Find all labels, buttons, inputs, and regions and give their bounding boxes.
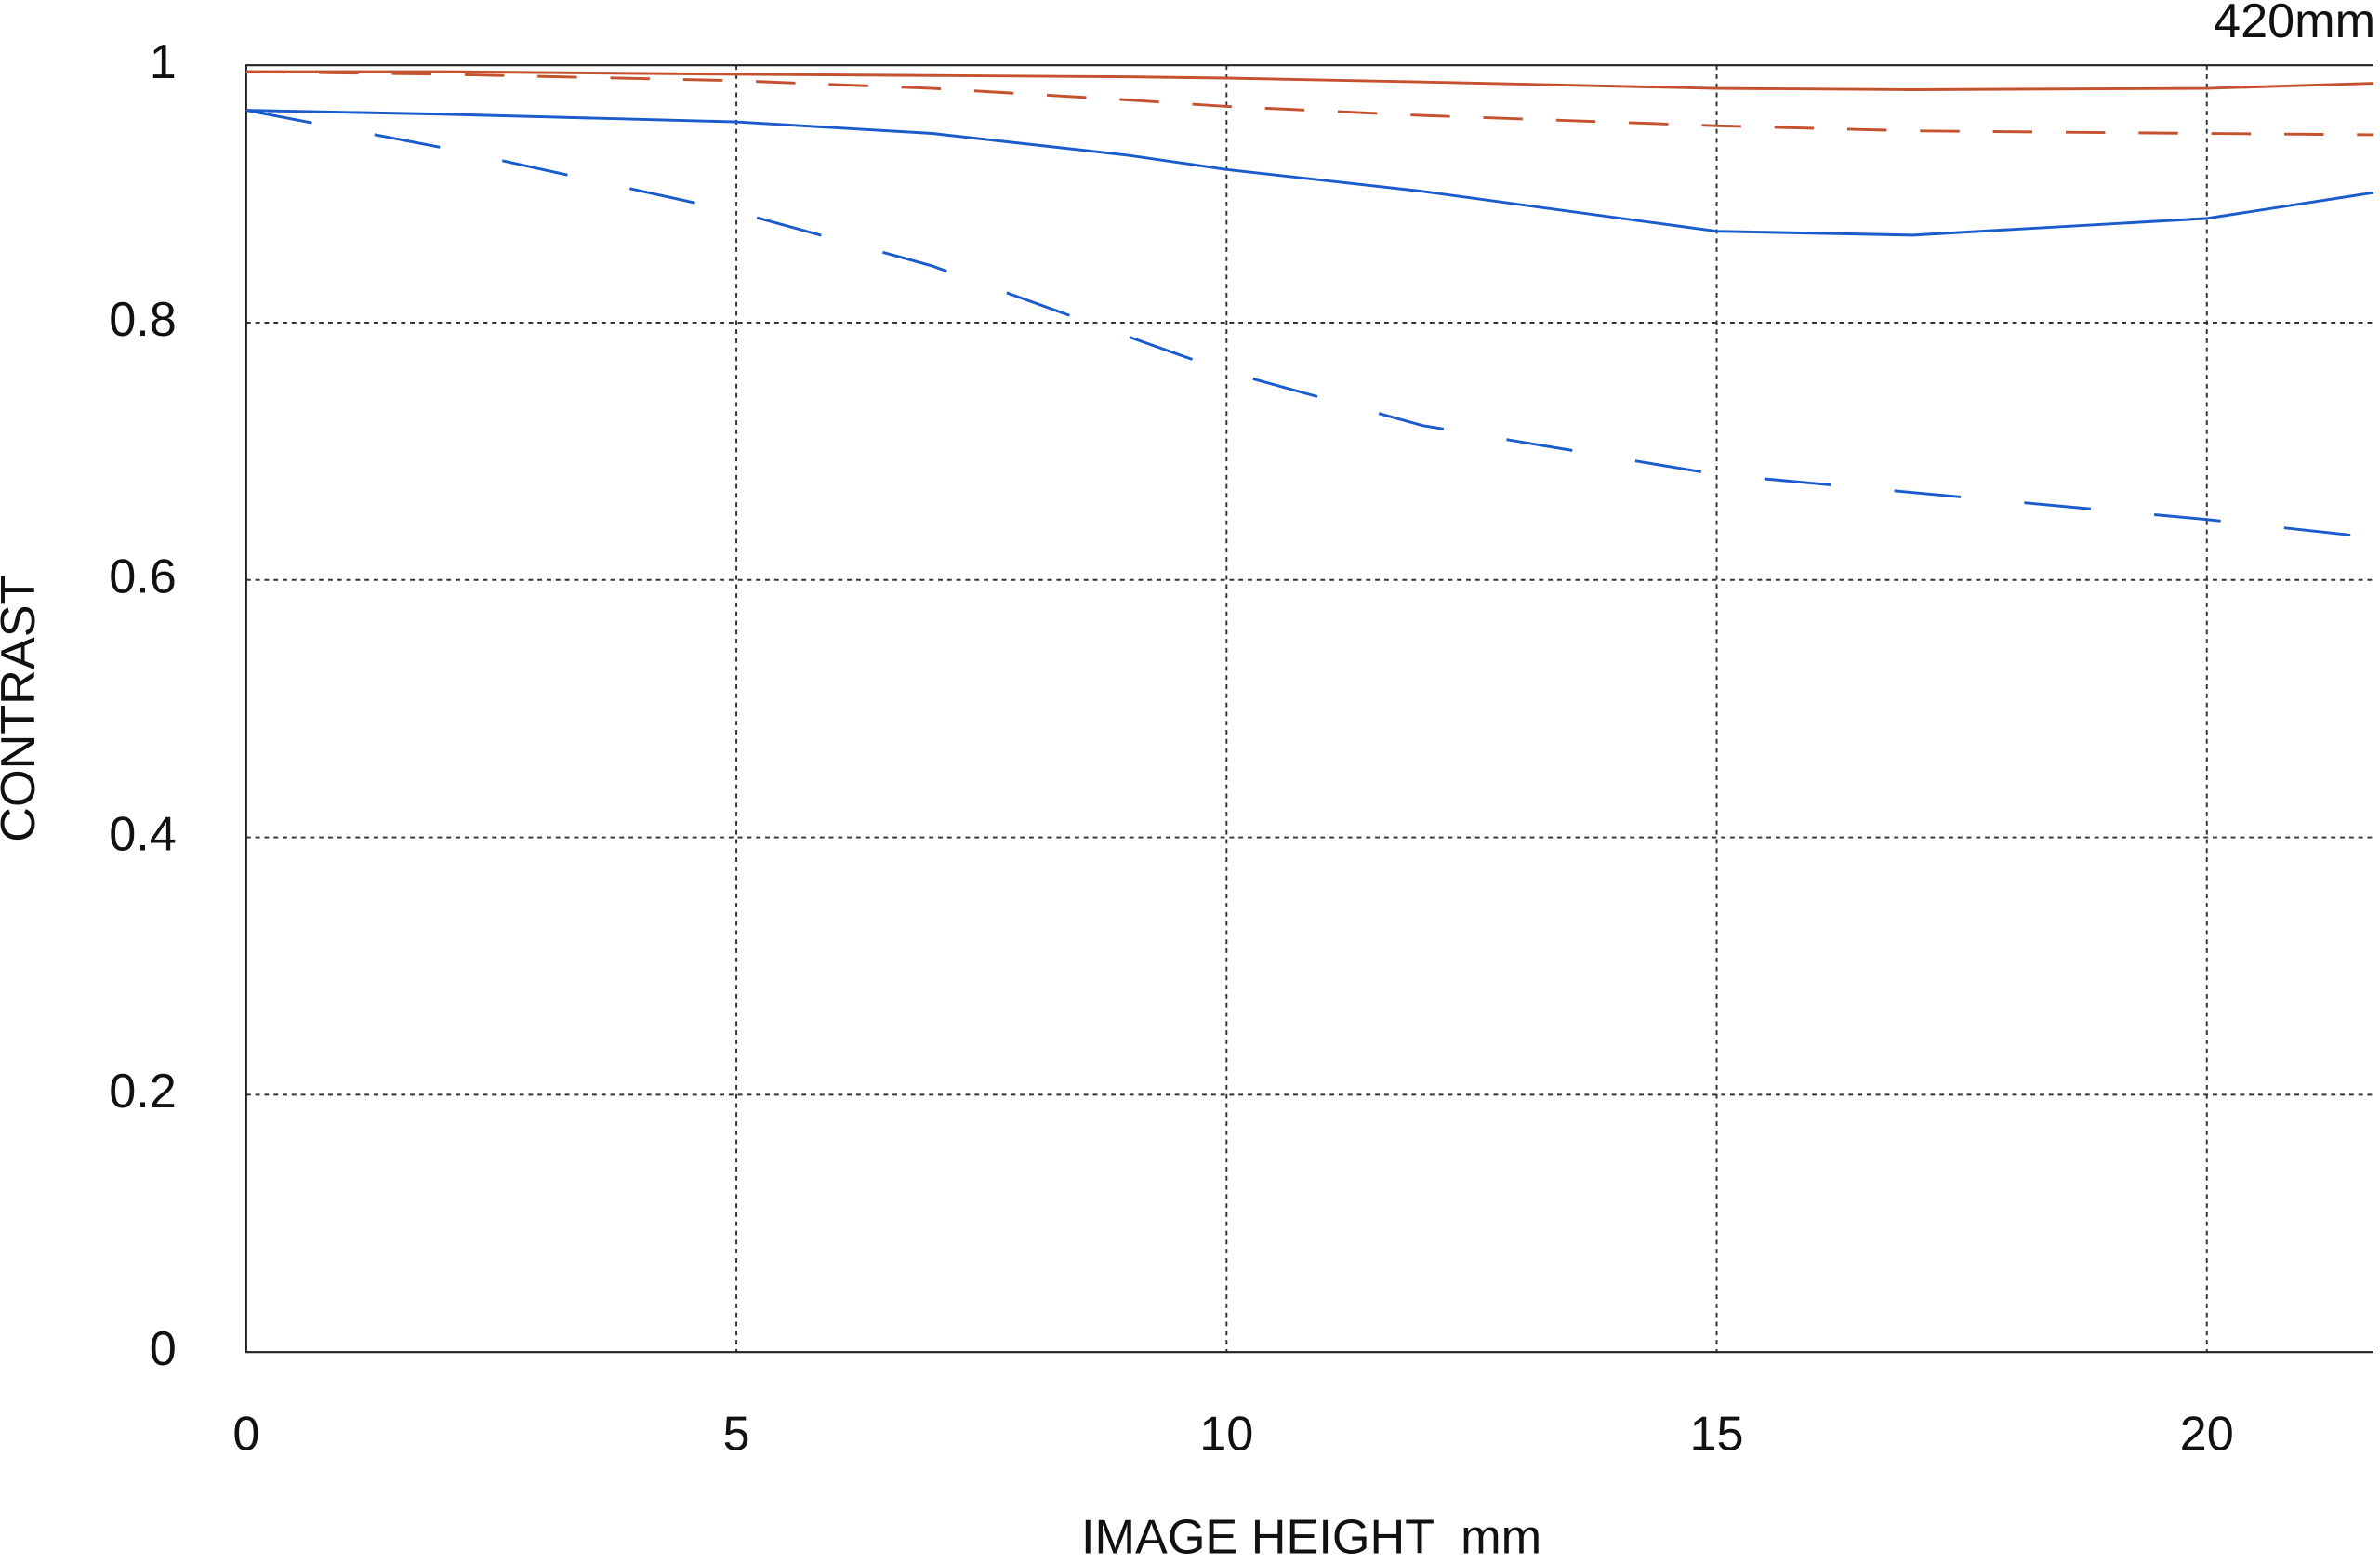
- x-tick-label: 10: [1199, 1407, 1253, 1461]
- y-tick-label: 0.6: [109, 550, 177, 604]
- y-tick-label: 0.8: [109, 293, 177, 347]
- x-tick-label: 5: [723, 1407, 750, 1461]
- x-axis-label: IMAGE HEIGHT mm: [1081, 1510, 1541, 1563]
- y-axis-label: CONTRAST: [0, 576, 46, 842]
- line-series: [245, 109, 2374, 539]
- line-series: [245, 70, 2374, 137]
- line-series: [245, 109, 2374, 237]
- y-tick-label: 0: [150, 1322, 177, 1376]
- y-tick-label: 0.4: [109, 807, 177, 861]
- x-tick-label: 20: [2180, 1407, 2234, 1461]
- y-tick-label: 1: [150, 35, 177, 89]
- line-series: [245, 70, 2374, 91]
- plot-frame: [245, 64, 2373, 1354]
- x-tick-label: 15: [1689, 1407, 1743, 1461]
- y-tick-label: 0.2: [109, 1065, 177, 1119]
- x-tick-label: 0: [232, 1407, 259, 1461]
- annotation: 420mm: [2214, 0, 2375, 48]
